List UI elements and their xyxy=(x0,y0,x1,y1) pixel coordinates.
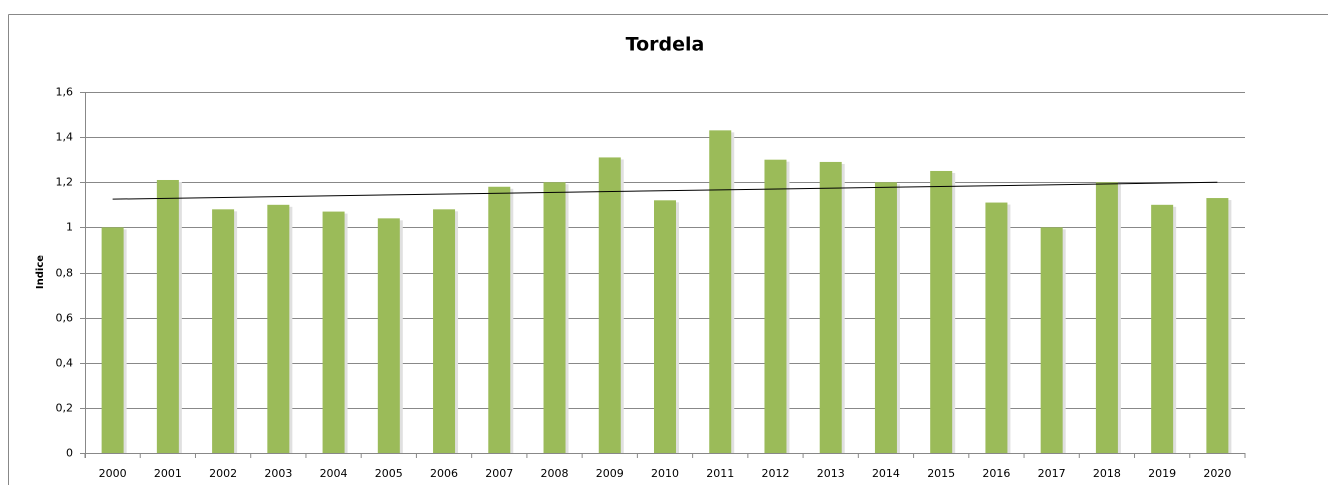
x-tick-label: 2014 xyxy=(872,467,900,480)
x-tick-label: 2006 xyxy=(430,467,458,480)
x-tick-label: 2013 xyxy=(817,467,845,480)
y-tick-label: 0,8 xyxy=(56,267,74,280)
bar xyxy=(1206,198,1229,453)
bar xyxy=(1151,204,1174,453)
bar xyxy=(156,179,179,453)
x-tick-label: 2001 xyxy=(154,467,182,480)
bar xyxy=(709,130,732,453)
x-tick-label: 2020 xyxy=(1203,467,1231,480)
bar xyxy=(930,170,953,453)
x-tick-label: 2010 xyxy=(651,467,679,480)
y-tick-label: 0,4 xyxy=(56,357,74,370)
x-tick-label: 2007 xyxy=(485,467,513,480)
bar xyxy=(322,211,345,453)
y-tick-label: 0 xyxy=(66,447,73,460)
y-tick-label: 1,4 xyxy=(56,131,74,144)
bar xyxy=(1040,227,1063,453)
y-tick-label: 0,6 xyxy=(56,312,74,325)
bar xyxy=(433,209,456,453)
y-tick-label: 1,6 xyxy=(56,86,74,99)
y-tick-label: 1 xyxy=(66,221,73,234)
x-tick-label: 2012 xyxy=(761,467,789,480)
x-tick-label: 2002 xyxy=(209,467,237,480)
x-tick-label: 2018 xyxy=(1093,467,1121,480)
bar xyxy=(598,157,621,453)
bar xyxy=(212,209,235,453)
x-tick-label: 2000 xyxy=(99,467,127,480)
bar xyxy=(654,200,676,453)
bar xyxy=(819,161,842,453)
x-tick-label: 2019 xyxy=(1148,467,1176,480)
x-tick-label: 2005 xyxy=(375,467,403,480)
x-tick-label: 2016 xyxy=(982,467,1010,480)
bar xyxy=(543,182,566,453)
x-tick-label: 2008 xyxy=(541,467,569,480)
bar xyxy=(267,204,290,453)
chart-title: Tordela xyxy=(626,34,705,56)
bar xyxy=(488,186,511,453)
y-tick-label: 1,2 xyxy=(56,176,74,189)
x-tick-label: 2003 xyxy=(264,467,292,480)
bar xyxy=(377,218,400,453)
bar xyxy=(874,182,897,453)
x-tick-label: 2015 xyxy=(927,467,955,480)
trend-line xyxy=(112,181,1218,200)
bar xyxy=(101,227,124,453)
x-tick-label: 2004 xyxy=(320,467,348,480)
bar xyxy=(764,159,787,453)
x-tick-label: 2011 xyxy=(706,467,734,480)
x-tick-label: 2017 xyxy=(1038,467,1066,480)
bar xyxy=(985,202,1008,453)
bar xyxy=(1095,182,1118,453)
x-tick-label: 2009 xyxy=(596,467,624,480)
y-axis-title: Indice xyxy=(35,255,46,289)
y-tick-label: 0,2 xyxy=(56,402,74,415)
